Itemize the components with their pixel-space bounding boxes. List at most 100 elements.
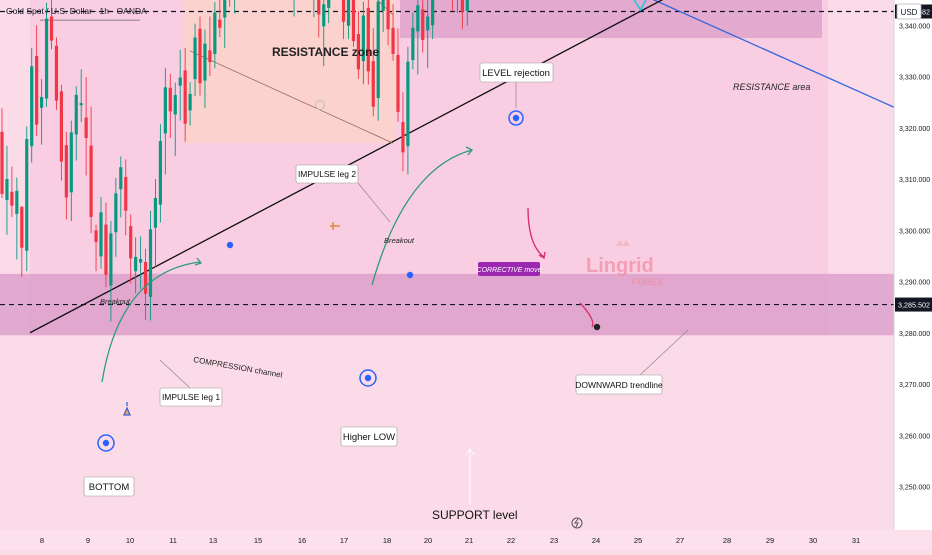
pivot-dot xyxy=(406,271,414,279)
candle xyxy=(94,224,98,272)
downward-trendline-label: DOWNWARD trendline xyxy=(575,380,663,390)
impulse-leg-2-arc xyxy=(371,149,473,286)
lines-layer xyxy=(0,0,895,334)
downward-trendline-box xyxy=(575,374,663,395)
time-tick-label: 22 xyxy=(507,536,515,545)
time-tick-label: 13 xyxy=(209,536,217,545)
candle xyxy=(234,0,236,14)
eye-icon xyxy=(593,323,601,331)
corrective-arrowhead-icon xyxy=(538,251,546,260)
candle xyxy=(79,69,83,123)
pivot-dot xyxy=(226,241,234,249)
candle xyxy=(178,49,182,121)
candle xyxy=(327,0,331,24)
time-axis[interactable] xyxy=(0,530,932,550)
candle xyxy=(376,0,380,121)
time-tick-label: 29 xyxy=(766,536,774,545)
price-tick-label: 3,290.000 xyxy=(899,280,930,287)
resistance-area-label: RESISTANCE area xyxy=(733,82,810,92)
lightning-icon[interactable] xyxy=(571,517,583,529)
candle xyxy=(198,16,202,96)
candle xyxy=(74,86,78,161)
time-tick-label: 16 xyxy=(298,536,306,545)
candle xyxy=(406,46,410,175)
price-tick-label: 3,340.000 xyxy=(899,23,930,30)
compression-lower xyxy=(189,50,394,144)
candle xyxy=(203,29,207,109)
time-tick-label: 28 xyxy=(723,536,731,545)
candle xyxy=(114,177,118,257)
crown-icon xyxy=(616,240,630,246)
impulse-leg-2-label: IMPULSE leg 2 xyxy=(298,169,356,179)
breakout-1-label: Breakout xyxy=(100,297,131,306)
candle xyxy=(465,0,469,26)
time-tick-label: 10 xyxy=(126,536,134,545)
support-level-label: SUPPORT level xyxy=(432,508,518,522)
annotations-layer xyxy=(97,0,689,505)
higher-low-box xyxy=(340,426,398,447)
time-tick-label: 27 xyxy=(676,536,684,545)
candle xyxy=(40,79,44,145)
candle xyxy=(15,177,19,260)
pivot-circle xyxy=(508,110,524,126)
candle xyxy=(30,47,34,163)
candle xyxy=(84,77,88,176)
time-tick-label: 24 xyxy=(592,536,600,545)
time-tick-label: 23 xyxy=(550,536,558,545)
time-tick-label: 17 xyxy=(340,536,348,545)
higher-low-label: Higher LOW xyxy=(343,432,395,443)
candle xyxy=(411,12,415,70)
candle xyxy=(416,0,420,75)
impulse-leg-1-box xyxy=(159,387,223,407)
candle xyxy=(153,179,158,268)
candle xyxy=(35,25,39,136)
candle xyxy=(366,0,370,85)
watermark-name: Lingrid xyxy=(586,255,654,277)
candle xyxy=(456,0,458,13)
pivot-circle xyxy=(359,369,377,387)
candle xyxy=(356,10,360,80)
candle xyxy=(54,37,59,110)
price-axis[interactable] xyxy=(894,0,932,550)
candle xyxy=(64,131,68,220)
candle xyxy=(218,0,222,38)
price-tick-label: 3,260.000 xyxy=(899,433,930,440)
candle xyxy=(193,23,197,96)
candle xyxy=(223,0,227,48)
candle xyxy=(148,210,153,321)
price-tick-label: 3,330.000 xyxy=(899,75,930,82)
time-tick-label: 9 xyxy=(86,536,90,545)
candle xyxy=(44,2,49,107)
candle xyxy=(168,73,172,138)
bottom-label: BOTTOM xyxy=(89,482,130,493)
price-tick-label: 3,300.000 xyxy=(899,228,930,235)
candle xyxy=(460,0,464,30)
price-tick-label: 3,270.000 xyxy=(899,382,930,389)
candle xyxy=(317,0,321,38)
price-tick-label: 3,280.000 xyxy=(899,331,930,338)
resistance-zone-label: RESISTANCE zone xyxy=(272,45,379,59)
time-tick-label: 18 xyxy=(383,536,391,545)
candle xyxy=(0,108,4,198)
candle xyxy=(10,166,14,217)
candle xyxy=(49,0,54,50)
rocket-icon xyxy=(123,402,131,416)
support-trendline[interactable] xyxy=(29,0,828,334)
time-tick-label: 30 xyxy=(809,536,817,545)
candle xyxy=(143,248,148,320)
pivot-circle xyxy=(97,434,115,452)
candle xyxy=(396,28,400,122)
price-tick-label: 3,310.000 xyxy=(899,177,930,184)
candle xyxy=(104,202,108,288)
pivot-dot xyxy=(102,439,110,447)
downward-trendline[interactable] xyxy=(0,0,895,108)
pivot-dot xyxy=(364,374,372,382)
candle xyxy=(69,120,73,222)
currency-button[interactable] xyxy=(896,3,922,20)
candle xyxy=(163,67,167,175)
candle xyxy=(346,0,351,40)
impulse-leg-2-box xyxy=(295,164,359,184)
time-tick-label: 11 xyxy=(169,536,177,545)
